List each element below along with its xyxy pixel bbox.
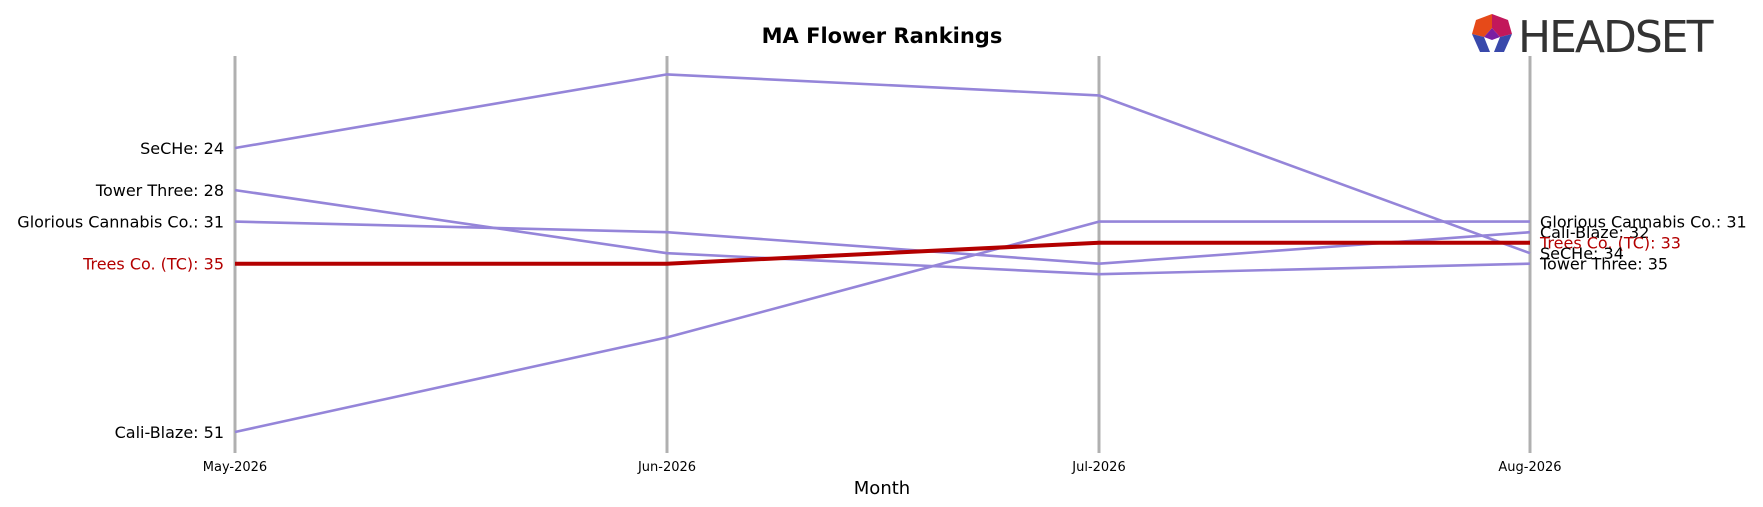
series-line-glorious-cannabis-co	[234, 220, 1531, 266]
left-rank-labels: SeCHe: 24 Tower Three: 28 Glorious Cannabi…	[17, 139, 224, 442]
x-tick-jul-2026: Jul-2026	[1071, 460, 1125, 475]
headset-logo-text: HEADSET	[1518, 12, 1714, 63]
series-lines	[234, 73, 1531, 434]
series-line-trees-co-tc	[235, 240, 1530, 266]
right-label: SeCHe: 34	[1540, 244, 1624, 263]
left-label: SeCHe: 24	[140, 139, 224, 158]
right-label: Trees Co. (TC): 33	[1539, 234, 1681, 253]
x-tick-aug-2026: Aug-2026	[1498, 460, 1561, 475]
series-line-tower-three	[234, 188, 1531, 276]
x-axis-label: Month	[854, 478, 910, 499]
right-label: Tower Three: 35	[1539, 255, 1668, 274]
right-label: Cali-Blaze: 32	[1540, 223, 1649, 242]
chart-title: MA Flower Rankings	[762, 24, 1003, 48]
left-label: Tower Three: 28	[95, 181, 224, 200]
right-label: Glorious Cannabis Co.: 31	[1540, 213, 1747, 232]
left-label: Cali-Blaze: 51	[115, 423, 224, 442]
month-gridlines	[233, 56, 1532, 453]
x-tick-labels: May-2026 Jun-2026 Jul-2026 Aug-2026	[203, 460, 1562, 475]
series-line-cali-blaze	[234, 220, 1530, 434]
series-line-seche	[234, 73, 1531, 255]
left-label: Glorious Cannabis Co.: 31	[17, 213, 224, 232]
x-tick-may-2026: May-2026	[203, 460, 267, 475]
headset-logo: HEADSET	[1472, 12, 1716, 63]
headset-logo-mark	[1472, 14, 1512, 52]
x-tick-jun-2026: Jun-2026	[637, 460, 696, 475]
left-label: Trees Co. (TC): 35	[82, 255, 224, 274]
